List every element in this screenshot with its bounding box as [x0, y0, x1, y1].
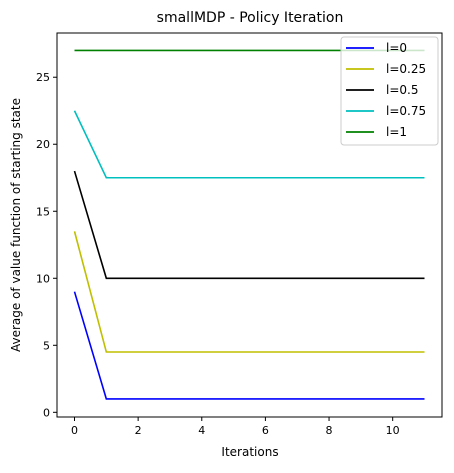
- y-tick-label: 10: [36, 272, 50, 285]
- legend-label-2: l=0.5: [386, 83, 418, 97]
- x-axis-ticks: 0 2 4 6 8 10: [71, 417, 400, 437]
- chart-title: smallMDP - Policy Iteration: [157, 10, 344, 26]
- plot-frame: [56, 32, 443, 418]
- x-tick-label: 2: [135, 424, 142, 437]
- legend-label-4: l=1: [386, 125, 407, 139]
- y-tick-label: 20: [36, 138, 50, 151]
- y-axis-ticks: 0 5 10 15 20 25: [36, 71, 57, 419]
- legend: l=0 l=0.25 l=0.5 l=0.75 l=1: [340, 36, 439, 146]
- x-tick-label: 4: [198, 424, 205, 437]
- legend-box: [340, 36, 439, 146]
- legend-label-0: l=0: [386, 41, 407, 55]
- y-tick-label: 15: [36, 205, 50, 218]
- series-layer: [73, 49, 425, 400]
- x-tick-label: 8: [326, 424, 333, 437]
- legend-label-3: l=0.75: [386, 104, 426, 118]
- x-tick-label: 10: [386, 424, 400, 437]
- x-tick-label: 0: [71, 424, 78, 437]
- x-tick-label: 6: [262, 424, 269, 437]
- y-tick-label: 5: [43, 339, 50, 352]
- y-tick-label: 25: [36, 71, 50, 84]
- series-line-2: [73, 170, 425, 280]
- series-line-0: [73, 291, 425, 400]
- series-line-3: [73, 110, 425, 179]
- legend-label-1: l=0.25: [386, 62, 426, 76]
- x-axis-label: Iterations: [221, 445, 278, 459]
- series-line-1: [73, 231, 425, 353]
- y-tick-label: 0: [43, 406, 50, 419]
- y-axis-label: Average of value function of starting st…: [9, 98, 23, 352]
